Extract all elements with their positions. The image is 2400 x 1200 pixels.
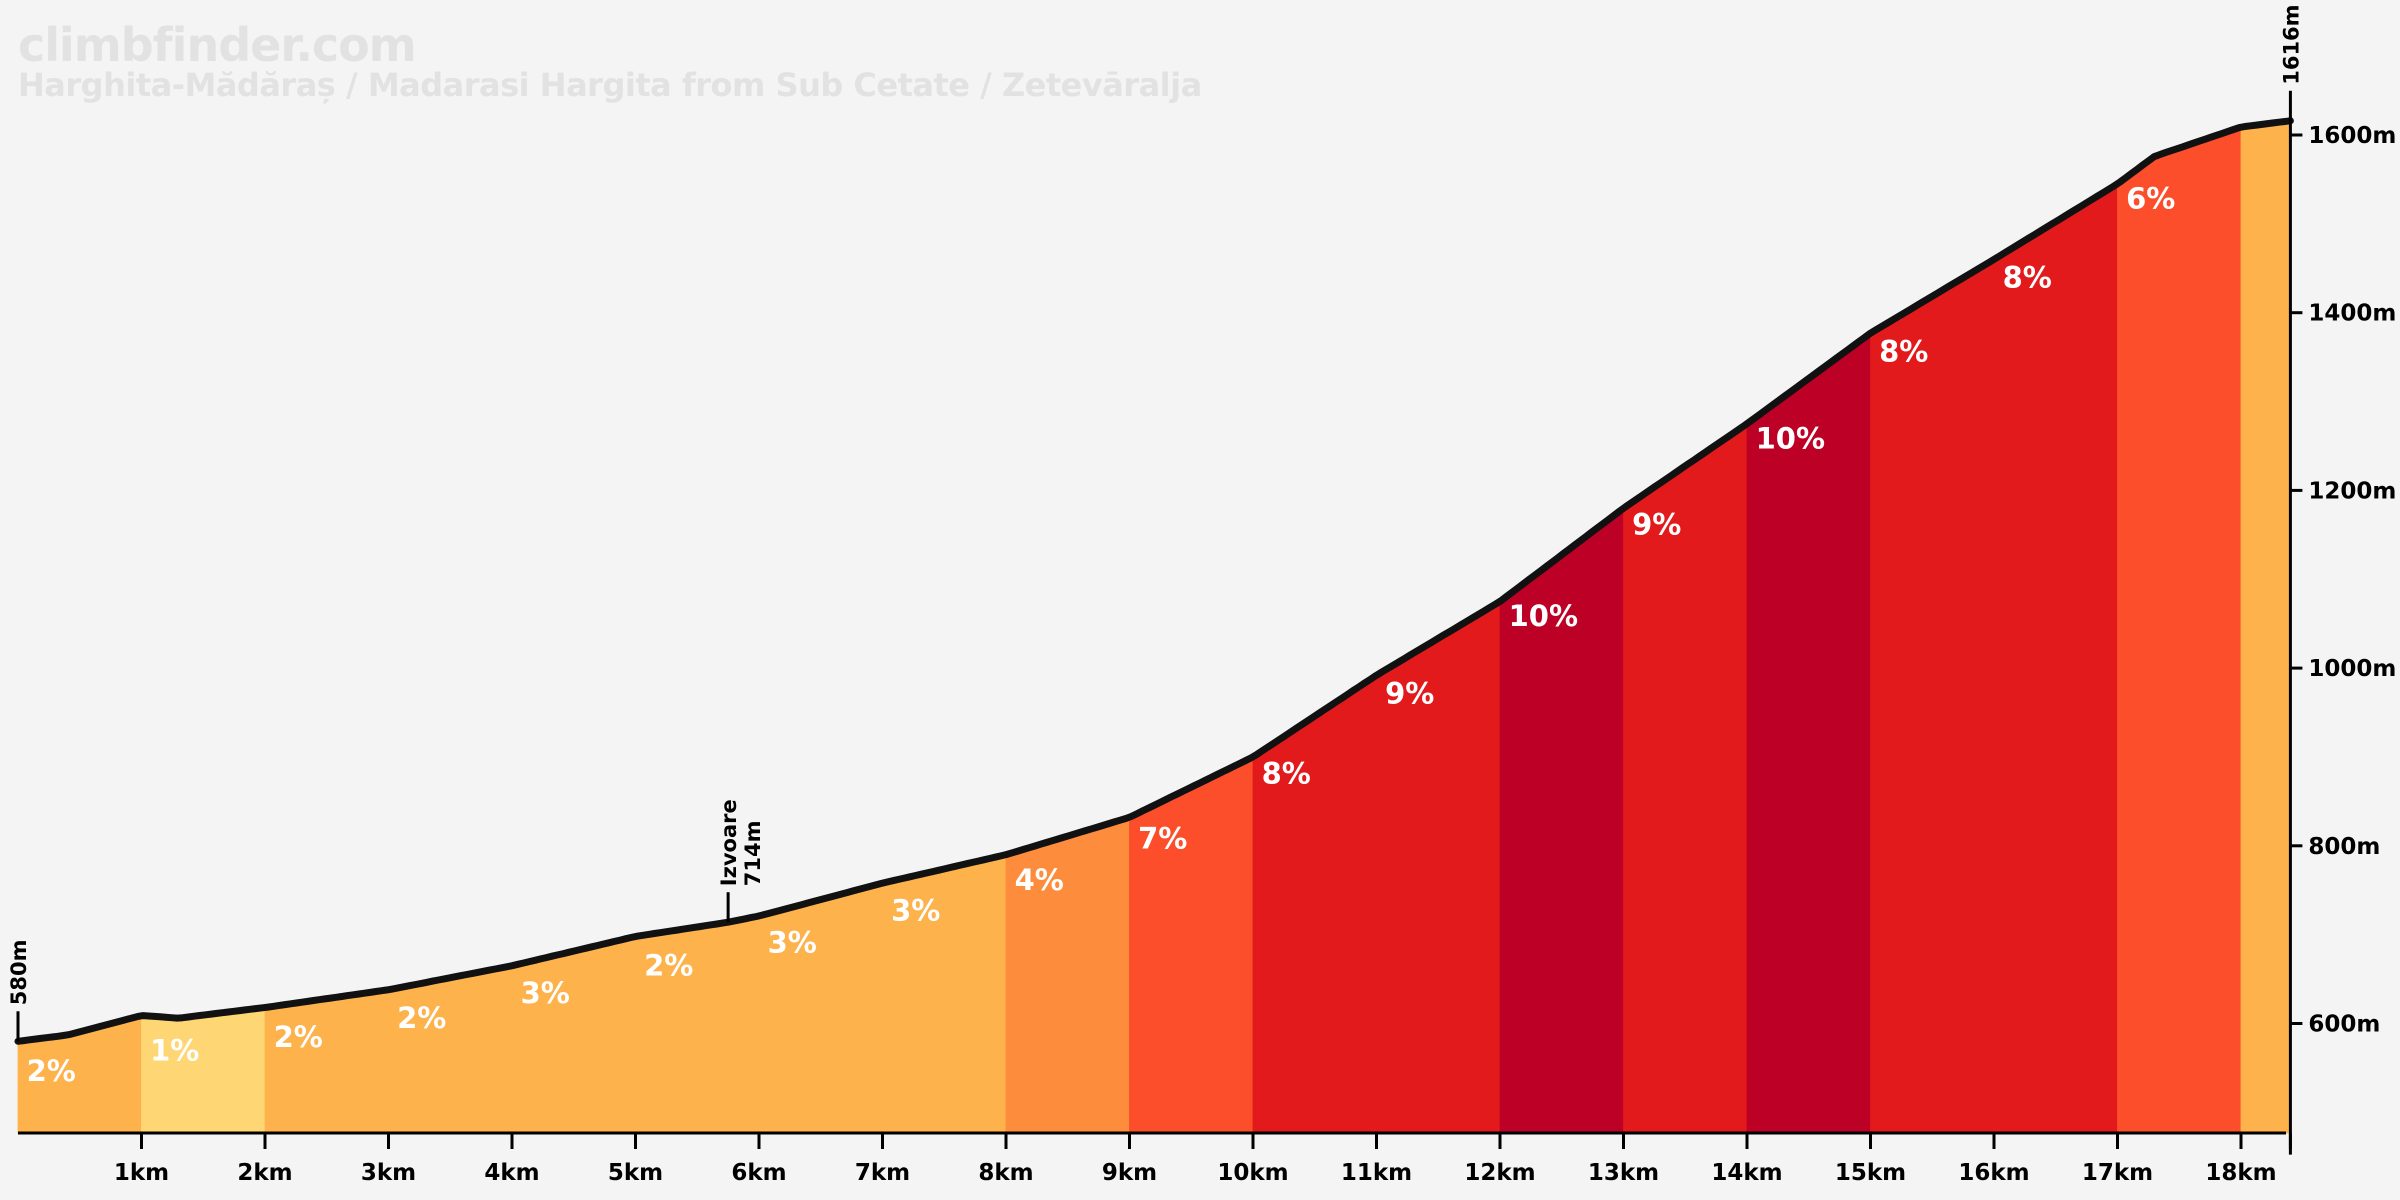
x-tick-label-2: 2km — [237, 1160, 292, 1186]
grade-label-14: 9% — [1632, 507, 1681, 541]
x-tick-label-3: 3km — [361, 1160, 416, 1186]
grade-segment-16 — [1870, 258, 1995, 1134]
profile-line-group — [14, 117, 2294, 1045]
x-tick-label-11: 11km — [1341, 1160, 1412, 1186]
x-tick-label-8: 8km — [978, 1160, 1033, 1186]
grade-label-16: 8% — [1879, 334, 1928, 368]
x-tick-label-16: 16km — [1958, 1160, 2029, 1186]
brand-logo: climbfinder.com — [18, 18, 417, 72]
chart-title: Harghita-Mădăraș / Madarasi Hargita from… — [18, 66, 1202, 104]
grade-label-17: 8% — [2003, 260, 2052, 294]
x-tick-label-1: 1km — [114, 1160, 169, 1186]
grade-segment-7 — [758, 882, 883, 1134]
annotation-label-3: 1616m — [2279, 4, 2303, 84]
x-tick-label-15: 15km — [1835, 1160, 1906, 1186]
grade-segment-18 — [2117, 126, 2242, 1134]
grade-label-6: 2% — [644, 949, 693, 983]
grade-labels: 2% 1% 2% 2% 3% 2% 3% 3% 4% 7% 8% 9% 10% 9% 10% 8% 8% 6% — [27, 182, 2176, 1089]
x-tick-label-12: 12km — [1464, 1160, 1535, 1186]
x-tick-label-9: 9km — [1102, 1160, 1157, 1186]
grade-label-12: 9% — [1385, 677, 1434, 711]
grade-segment-19 — [2240, 120, 2291, 1134]
annotation-label-1: 580m — [7, 940, 31, 1006]
y-tick-label-1200: 1200m — [2308, 478, 2396, 504]
grade-label-15: 10% — [1756, 422, 1825, 456]
grade-label-8: 3% — [891, 893, 940, 927]
grade-label-3: 2% — [274, 1020, 323, 1054]
x-tick-label-7: 7km — [855, 1160, 910, 1186]
grade-label-9: 4% — [1015, 863, 1064, 897]
grade-segment-17 — [1993, 183, 2118, 1134]
grade-label-10: 7% — [1138, 821, 1187, 855]
grade-label-5: 3% — [521, 976, 570, 1010]
x-tick-label-18: 18km — [2205, 1160, 2276, 1186]
grade-segment-2 — [141, 1007, 266, 1134]
y-tick-label-1000: 1000m — [2308, 656, 2396, 682]
grade-segment-5 — [511, 935, 636, 1134]
y-tick-label-1400: 1400m — [2308, 301, 2396, 327]
grade-segments — [17, 120, 2291, 1134]
y-axis: 600m 800m 1000m 1200m 1400m 1600m — [2288, 116, 2396, 1155]
grade-label-1: 2% — [27, 1054, 76, 1088]
x-tick-label-10: 10km — [1217, 1160, 1288, 1186]
x-tick-label-6: 6km — [731, 1160, 786, 1186]
x-axis: 1km 2km 3km 4km 5km 6km 7km 8km 9km 10km 11km 12km 1… — [18, 1131, 2292, 1186]
grade-label-13: 10% — [1509, 599, 1578, 633]
grade-segment-3 — [264, 989, 389, 1134]
grade-label-11: 8% — [1262, 757, 1311, 791]
grade-segment-4 — [388, 965, 513, 1134]
x-tick-label-14: 14km — [1711, 1160, 1782, 1186]
x-tick-label-17: 17km — [2082, 1160, 2153, 1186]
y-tick-label-1600: 1600m — [2308, 123, 2396, 149]
y-tick-label-800: 800m — [2308, 834, 2380, 860]
grade-label-7: 3% — [768, 925, 817, 959]
grade-label-2: 1% — [150, 1033, 199, 1067]
profile-line — [14, 117, 2294, 1045]
annotations: 580m Izvoare 714m 1616m — [7, 4, 2303, 1042]
y-tick-label-600: 600m — [2308, 1012, 2380, 1038]
annotation-label-2: Izvoare — [717, 799, 741, 886]
annotation-sublabel-2: 714m — [741, 820, 765, 886]
grade-label-18: 6% — [2126, 182, 2175, 216]
grade-segment-10 — [1129, 756, 1254, 1134]
x-tick-label-5: 5km — [608, 1160, 663, 1186]
grade-label-4: 2% — [397, 1001, 446, 1035]
x-tick-label-13: 13km — [1588, 1160, 1659, 1186]
x-tick-label-4: 4km — [484, 1160, 539, 1186]
